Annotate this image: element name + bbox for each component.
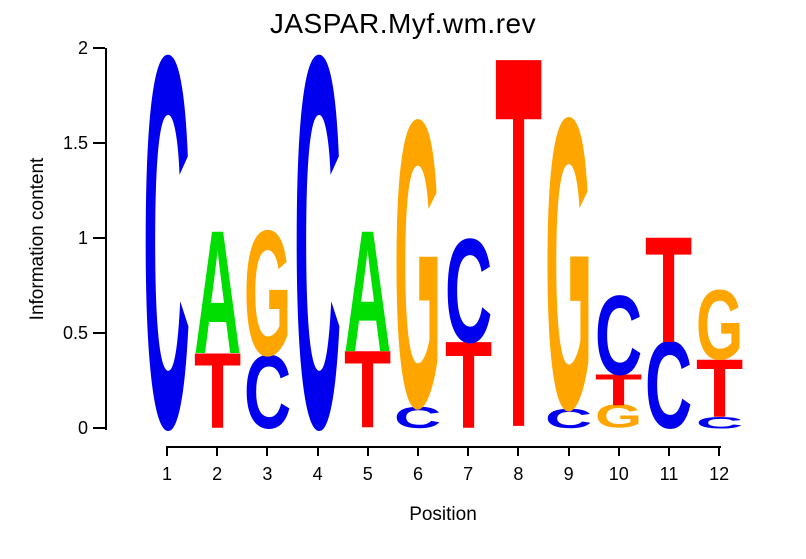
logo-letter-T-pos10: T <box>595 366 642 415</box>
logo-letter-C-pos4: C <box>294 0 341 540</box>
svg-text:A: A <box>344 195 391 388</box>
x-tick <box>517 446 520 456</box>
y-tick <box>93 332 105 334</box>
x-tick <box>417 446 419 456</box>
logo-letter-G-pos9: G <box>545 32 592 497</box>
x-tick-label: 7 <box>463 464 474 484</box>
svg-text:T: T <box>495 0 542 540</box>
x-tick-label: 2 <box>212 464 223 484</box>
logo-letter-G-pos12: G <box>696 271 743 382</box>
x-tick-label: 11 <box>659 464 679 484</box>
x-tick-label: 1 <box>161 464 172 484</box>
x-tick-label: 12 <box>709 464 730 484</box>
chart-title: JASPAR.Myf.wm.rev <box>269 8 537 39</box>
x-tick <box>668 446 670 456</box>
y-tick-label: 0 <box>77 418 88 438</box>
x-tick <box>266 446 269 456</box>
svg-text:C: C <box>595 272 642 399</box>
logo-letter-C-pos6: C <box>394 401 441 435</box>
svg-text:G: G <box>545 32 592 497</box>
svg-text:T: T <box>595 366 642 415</box>
svg-text:T: T <box>696 342 743 435</box>
svg-text:C: C <box>696 413 743 432</box>
x-tick-label: 9 <box>563 464 574 484</box>
svg-text:T: T <box>445 316 492 455</box>
svg-text:G: G <box>595 398 642 435</box>
x-tick-label: 10 <box>608 464 629 484</box>
logo-letter-T-pos11: T <box>645 205 692 374</box>
x-axis-title: Position <box>409 504 477 525</box>
x-tick <box>166 446 168 456</box>
y-tick <box>93 142 105 144</box>
x-tick <box>617 446 620 456</box>
logo-letter-C-pos11: C <box>645 316 692 455</box>
logo-letter-T-pos7: T <box>445 316 492 455</box>
y-tick-label: 2 <box>77 38 88 58</box>
x-axis-line <box>166 446 721 448</box>
svg-text:C: C <box>294 0 341 540</box>
svg-text:G: G <box>696 271 743 382</box>
x-tick <box>316 446 319 456</box>
svg-text:C: C <box>143 0 190 540</box>
logo-letter-C-pos9: C <box>545 404 592 435</box>
svg-text:T: T <box>645 205 692 374</box>
y-axis-line <box>105 48 107 430</box>
x-tick-label: 8 <box>513 464 524 484</box>
svg-text:G: G <box>394 36 441 494</box>
svg-text:C: C <box>394 401 441 435</box>
logo-letter-A-pos2: A <box>194 195 241 391</box>
y-tick <box>93 427 105 429</box>
x-tick-label: 6 <box>412 464 423 484</box>
logo-letter-T-pos8: T <box>495 0 542 540</box>
logo-letter-C-pos10: C <box>595 272 642 399</box>
svg-text:C: C <box>244 333 291 450</box>
logo-letter-G-pos3: G <box>244 193 291 394</box>
logo-letter-C-pos1: C <box>143 0 190 540</box>
y-tick-label: 1.5 <box>62 133 88 153</box>
svg-text:G: G <box>244 193 291 394</box>
y-tick-label: 1 <box>77 228 88 248</box>
x-tick <box>216 446 219 456</box>
logo-letter-A-pos5: A <box>344 195 391 388</box>
x-tick <box>718 446 721 456</box>
logo-letter-T-pos12: T <box>696 342 743 435</box>
logo-letter-C-pos12: C <box>696 413 743 432</box>
x-tick-label: 4 <box>312 464 323 484</box>
y-tick <box>93 237 105 239</box>
svg-text:C: C <box>545 404 592 435</box>
svg-text:C: C <box>445 207 492 374</box>
x-tick <box>567 446 570 456</box>
svg-text:A: A <box>194 195 241 391</box>
logo-letter-C-pos7: C <box>445 207 492 374</box>
y-tick-label: 0.5 <box>62 323 88 343</box>
x-tick-label: 5 <box>362 464 373 484</box>
x-tick <box>366 446 369 456</box>
svg-text:T: T <box>344 329 391 452</box>
logo-letter-T-pos5: T <box>344 329 391 452</box>
logo-letter-G-pos10: G <box>595 398 642 435</box>
y-tick <box>93 47 105 49</box>
svg-text:C: C <box>645 316 692 455</box>
logo-letter-G-pos6: G <box>394 36 441 494</box>
x-tick <box>467 446 470 456</box>
x-tick-label: 3 <box>262 464 273 484</box>
logo-letter-T-pos2: T <box>194 331 241 451</box>
svg-text:T: T <box>194 331 241 451</box>
logo-letter-C-pos3: C <box>244 333 291 450</box>
